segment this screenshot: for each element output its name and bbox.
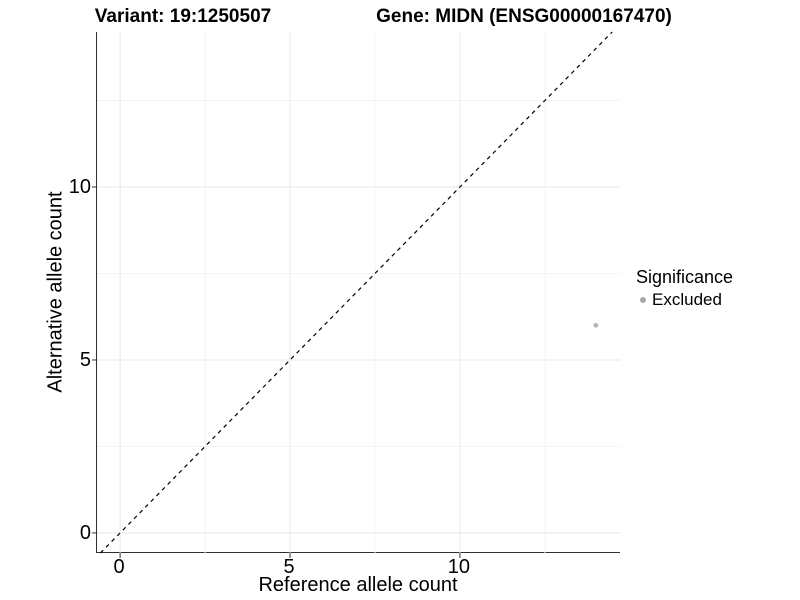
x-axis-title: Reference allele count (258, 574, 458, 596)
legend: Significance Excluded (636, 265, 733, 311)
x-tick-label: 10 (447, 556, 471, 578)
y-tick-label: 5 (79, 348, 91, 371)
legend-item-label: Excluded (652, 290, 722, 309)
data-point (593, 322, 599, 328)
x-tick-label: 5 (283, 556, 295, 578)
legend-item-excluded: Excluded (636, 289, 733, 311)
legend-title: Significance (636, 267, 734, 287)
y-axis-title: Alternative allele count (44, 191, 67, 393)
legend-point-icon (640, 297, 646, 303)
plot-panel (92, 31, 621, 558)
y-tick-label: 10 (68, 175, 91, 198)
y-tick-label: 0 (79, 521, 91, 544)
plot-canvas (92, 31, 621, 558)
plot-title-variant: Variant: 19:1250507 (94, 6, 272, 27)
plot-title-gene: Gene: MIDN (ENSG00000167470) (376, 6, 672, 27)
identity-line (99, 31, 613, 554)
x-tick-label: 0 (113, 556, 125, 578)
